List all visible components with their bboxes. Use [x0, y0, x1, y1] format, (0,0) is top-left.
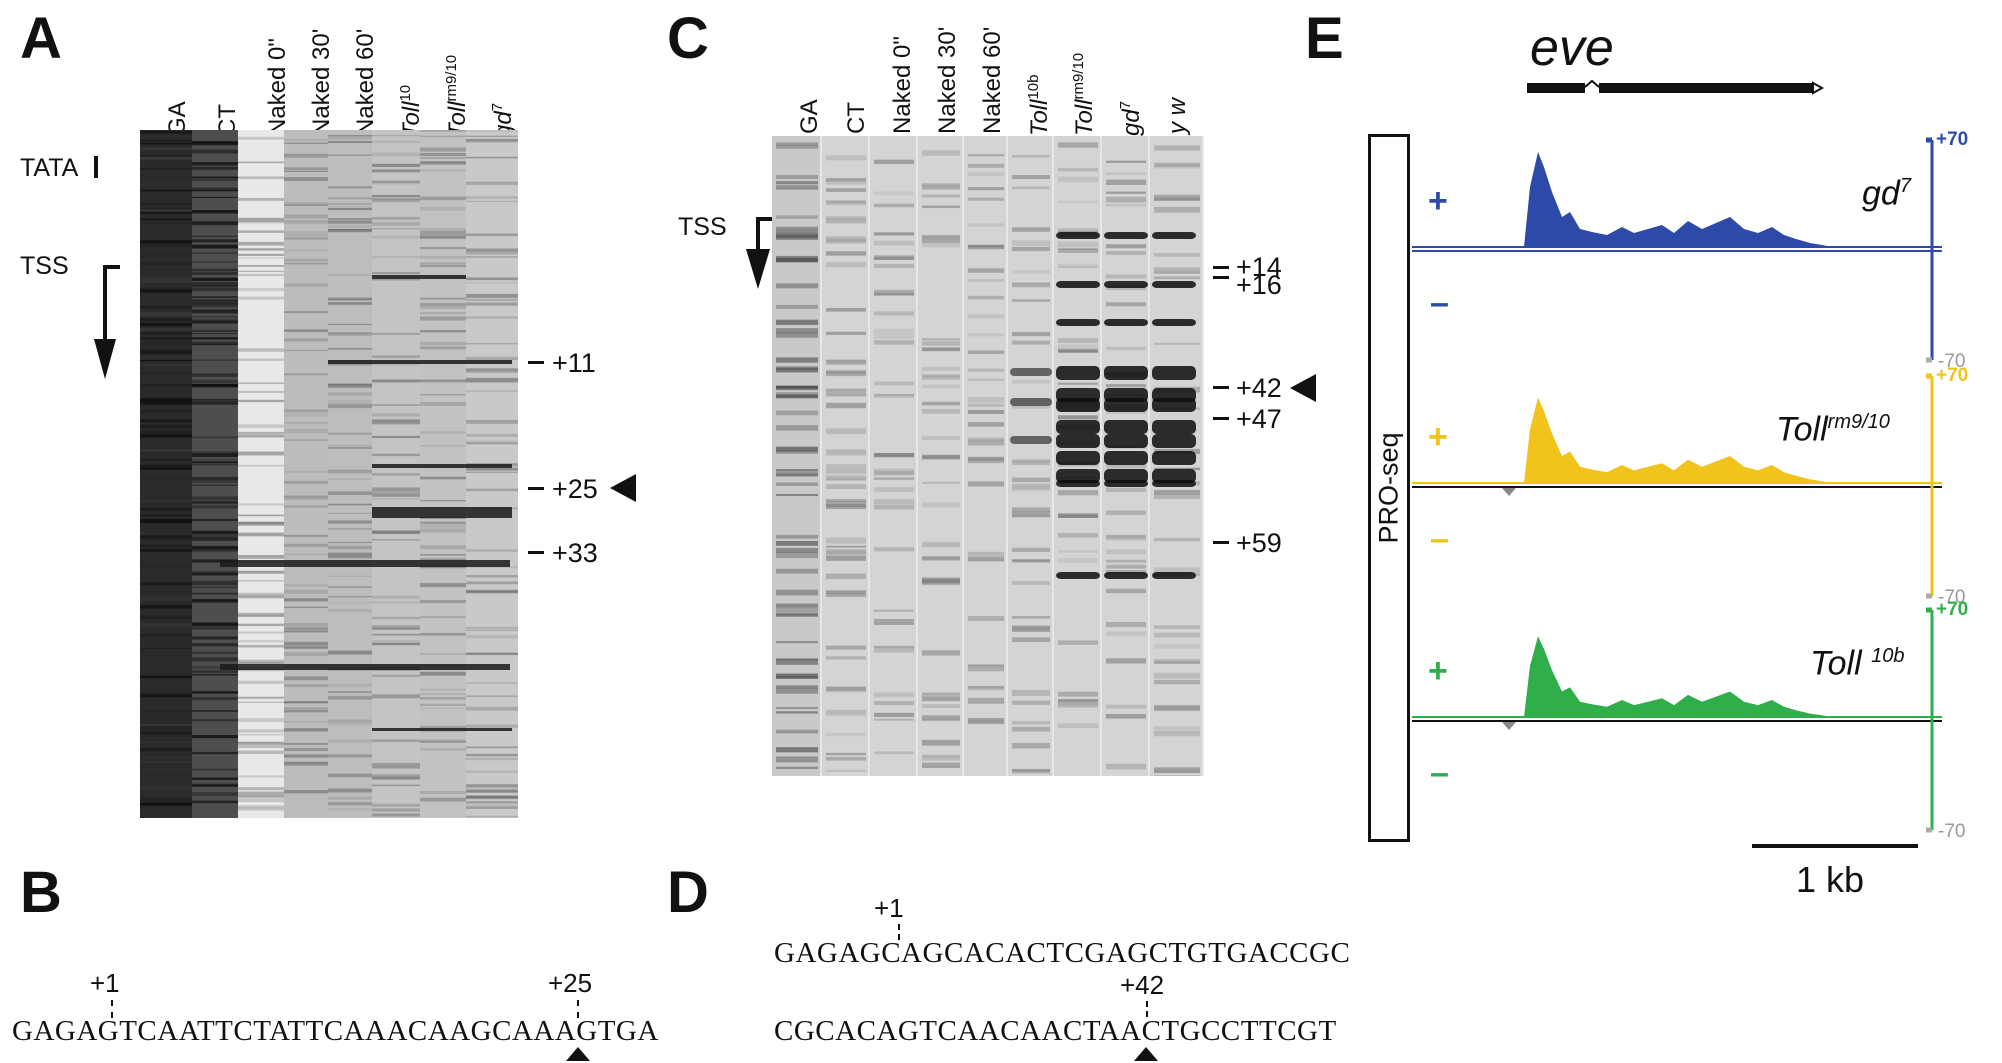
panel-e-axis-max-label: +70 [1936, 129, 1969, 150]
panel-c-lane-label: Toll10b [1025, 74, 1053, 137]
panel-a-site-label-25: +25 [552, 474, 598, 504]
panel-a-tss-label: TSS [20, 252, 69, 280]
panel-c-lane-label: CT [843, 102, 870, 134]
panel-a-site-label-11: +11 [552, 348, 596, 378]
panel-c-lane-label: GA [796, 99, 823, 134]
panel-a-pause-arrowhead-icon [610, 474, 636, 502]
panel-e-axis-max-label: +70 [1936, 599, 1969, 620]
panel-e-axis-max-label: +70 [1936, 365, 1969, 386]
panel-b-sequence: GAGAGTCAATTCTATTCAAACAAGCAAAGTGA [12, 1015, 659, 1047]
panel-e-gene-name: eve [1530, 19, 1614, 77]
panel-c-lane-label: gd7 [1117, 100, 1145, 136]
panel-d-mark-plus1: +1 [874, 893, 904, 923]
panel-b-letter: B [20, 860, 62, 925]
panel-d-sequence-line2: CGCACAGTCAACAACTAACTGCCTTCGT [774, 1015, 1337, 1047]
panel-a-lane-label: Tollrm9/10 [443, 54, 471, 138]
panel-e-minus-strand-label: – [1430, 284, 1449, 322]
panel-a-letter: A [20, 6, 62, 71]
panel-a-tata-tick [94, 156, 98, 178]
panel-c-gel-image [772, 136, 1204, 776]
panel-b-mark-plus25-tick [577, 1000, 579, 1018]
panel-a-lane-label: Naked 0" [264, 38, 291, 136]
panel-a-site-label-33: +33 [552, 538, 598, 568]
panel-e-scale-label: 1 kb [1796, 859, 1865, 900]
panel-d-mark-plus42-tick [1146, 1001, 1148, 1017]
panel-e-assay-box: PRO-seq [1368, 134, 1410, 842]
panel-e-plus-strand-label: + [1428, 418, 1448, 456]
panel-c-site-label-59: +59 [1236, 528, 1282, 558]
panel-e-minus-strand-label: – [1430, 754, 1449, 792]
panel-c-site-label-47: +47 [1236, 404, 1282, 434]
panel-c-lane-label: Naked 30' [934, 26, 961, 134]
panel-e-plus-strand-label: + [1428, 652, 1448, 690]
panel-c-lane-label: y w [1164, 98, 1191, 134]
panel-a-gel-image [140, 130, 518, 818]
panel-c-site-tick-16 [1213, 276, 1229, 279]
panel-d-mark-plus1-tick [898, 924, 900, 940]
panel-e-assay-label: PRO-seq [1373, 432, 1404, 544]
panel-a-site-tick-11 [528, 361, 544, 364]
panel-e-axis-min-label: -70 [1938, 351, 1966, 372]
panel-d-mark-plus42: +42 [1120, 970, 1165, 1000]
panel-c-tss-arrow-icon [746, 217, 774, 289]
panel-c-letter: C [667, 6, 709, 71]
panel-d-letter: D [667, 860, 709, 925]
panel-c-lane-label: Naked 60' [979, 26, 1006, 134]
panel-c-site-label-42: +42 [1236, 373, 1282, 403]
panel-e-track-name: Tollrm9/10 [1776, 410, 1890, 449]
panel-e-axis-min-label: -70 [1938, 821, 1966, 842]
panel-c-site-tick-59 [1213, 541, 1229, 544]
panel-c-lane-label: Tollrm9/10 [1070, 52, 1098, 136]
panel-e-axis-min-label: -70 [1938, 587, 1966, 608]
panel-a-site-tick-33 [528, 551, 544, 554]
panel-d-pause-arrowhead-icon [1134, 1047, 1158, 1061]
panel-a-lane-label: Naked 30' [308, 28, 335, 136]
panel-b-mark-plus1: +1 [90, 968, 120, 998]
panel-c-site-label-14: +14 [1236, 252, 1282, 282]
panel-c-site-label-16: +16 [1236, 270, 1282, 300]
panel-e-minus-strand-label: – [1430, 520, 1449, 558]
panel-e-plus-strand-label: + [1428, 182, 1448, 220]
panel-c-site-tick-47 [1213, 417, 1229, 420]
panel-c-site-tick-42 [1213, 386, 1229, 389]
panel-e-letter: E [1305, 6, 1344, 71]
panel-a-tata-label: TATA [20, 154, 79, 182]
panel-a-lane-label: Naked 60' [352, 28, 379, 136]
panel-c-tss-label: TSS [678, 213, 727, 241]
panel-b-mark-plus1-tick [111, 1000, 113, 1018]
panel-c-pause-arrowhead-icon [1290, 374, 1316, 402]
panel-e-gene-model [1527, 79, 1825, 95]
panel-e-track-name: Toll 10b [1810, 644, 1905, 683]
panel-d-sequence-line1: GAGAGCAGCACACTCGAGCTGTGACCGC [774, 937, 1351, 969]
panel-c-lane-label: Naked 0" [889, 36, 916, 134]
panel-e-scale-bar [1752, 844, 1918, 848]
panel-b-pause-arrowhead-icon [566, 1047, 590, 1061]
panel-e-tracks [1412, 134, 1942, 854]
panel-a-site-tick-25 [528, 487, 544, 490]
panel-a-tss-arrow-icon [94, 265, 120, 379]
panel-e-track-name: gd7 [1862, 174, 1911, 213]
panel-b-mark-plus25: +25 [548, 968, 593, 998]
panel-c-site-tick-14 [1213, 266, 1229, 269]
